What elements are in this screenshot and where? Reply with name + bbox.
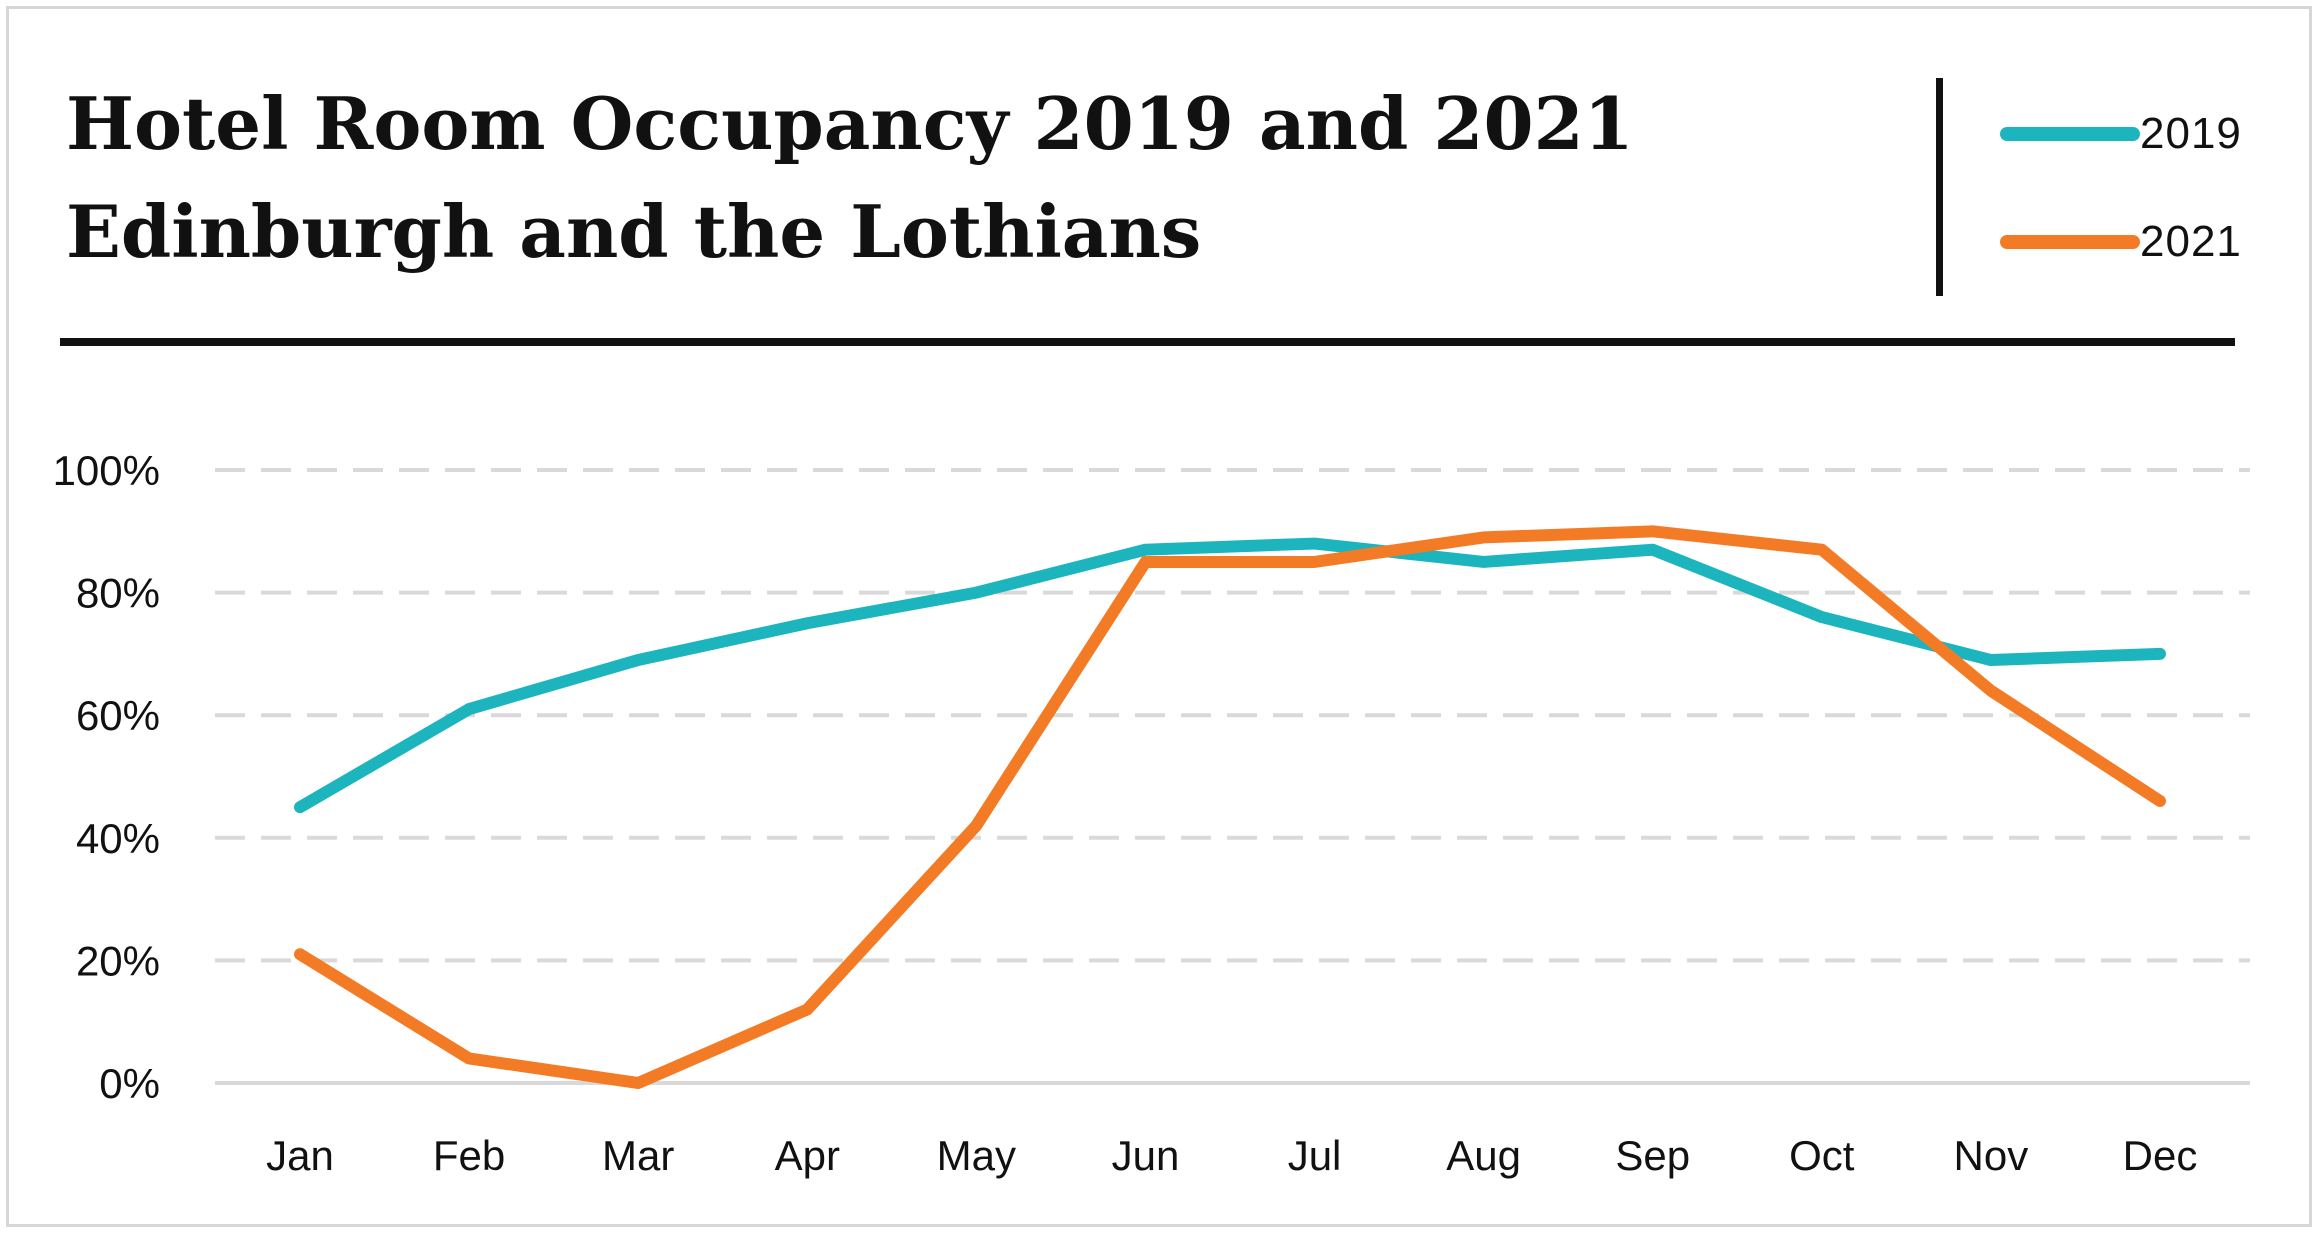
x-tick-label: Jun <box>1112 1132 1180 1179</box>
x-tick-label: May <box>937 1132 1016 1179</box>
x-tick-label: Dec <box>2123 1132 2198 1179</box>
y-tick-label: 40% <box>76 815 160 862</box>
x-tick-label: Jan <box>266 1132 334 1179</box>
x-tick-label: Aug <box>1446 1132 1521 1179</box>
title-rule <box>60 338 2235 346</box>
y-tick-label: 60% <box>76 692 160 739</box>
y-tick-label: 80% <box>76 570 160 617</box>
x-tick-label: Sep <box>1615 1132 1690 1179</box>
legend-swatch-2019 <box>2000 127 2140 141</box>
legend-label-2019: 2019 <box>2140 109 2242 158</box>
x-tick-label: Mar <box>602 1132 674 1179</box>
chart-title-line-2: Edinburgh and the Lothians <box>66 189 1202 274</box>
legend-swatch-2021 <box>2000 235 2140 249</box>
chart-frame <box>6 6 2312 1227</box>
x-tick-label: Apr <box>775 1132 840 1179</box>
legend-item-2021: 2021 <box>2000 212 2242 272</box>
series-line-2021 <box>294 525 2166 1089</box>
x-tick-label: Nov <box>1954 1132 2029 1179</box>
series-line-2019 <box>294 537 2166 814</box>
chart-title-line-1: Hotel Room Occupancy 2019 and 2021 <box>66 81 1634 166</box>
x-tick-label: Jul <box>1288 1132 1342 1179</box>
legend-item-2019: 2019 <box>2000 104 2242 164</box>
x-tick-label: Feb <box>433 1132 505 1179</box>
chart-title: Hotel Room Occupancy 2019 and 2021 Edinb… <box>66 70 1634 286</box>
legend-label-2021: 2021 <box>2140 217 2242 266</box>
x-tick-label: Oct <box>1789 1132 1855 1179</box>
y-tick-label: 20% <box>76 937 160 984</box>
y-tick-label: 0% <box>99 1060 160 1107</box>
legend-divider <box>1936 78 1943 296</box>
y-tick-label: 100% <box>53 447 160 494</box>
